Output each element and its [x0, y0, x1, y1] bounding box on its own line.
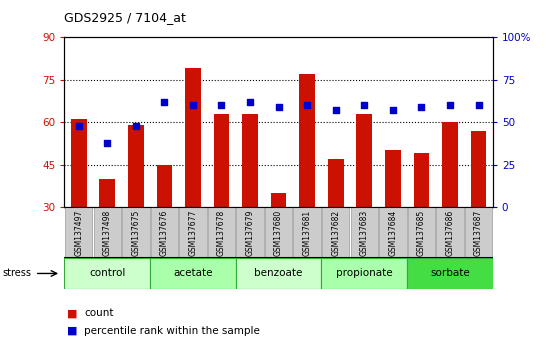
Bar [156, 165, 172, 292]
Text: GSM137497: GSM137497 [74, 210, 83, 256]
Point [302, 102, 311, 108]
Bar [356, 114, 372, 292]
Text: GDS2925 / 7104_at: GDS2925 / 7104_at [64, 11, 186, 24]
Bar [379, 207, 407, 258]
Point [331, 107, 340, 113]
Point [103, 140, 112, 145]
Bar [351, 207, 378, 258]
Point [217, 102, 226, 108]
Bar [465, 207, 492, 258]
Bar [128, 125, 144, 292]
Text: GSM137684: GSM137684 [388, 210, 398, 256]
Point [188, 102, 198, 108]
Text: GSM137685: GSM137685 [417, 210, 426, 256]
Bar [179, 207, 207, 258]
Bar [94, 207, 121, 258]
Bar [436, 207, 464, 258]
Bar [299, 74, 315, 292]
Point [360, 102, 368, 108]
Text: GSM137680: GSM137680 [274, 210, 283, 256]
Text: control: control [89, 268, 125, 279]
Bar [408, 207, 435, 258]
Point [446, 102, 455, 108]
Point [131, 123, 140, 129]
Text: GSM137683: GSM137683 [360, 210, 369, 256]
Bar [65, 207, 92, 258]
Text: sorbate: sorbate [430, 268, 470, 279]
Bar [270, 193, 287, 292]
Text: propionate: propionate [336, 268, 393, 279]
Text: GSM137686: GSM137686 [445, 210, 455, 256]
Bar [322, 207, 349, 258]
Bar [236, 258, 321, 289]
Text: count: count [84, 308, 114, 318]
Bar [208, 207, 235, 258]
Point [160, 99, 169, 104]
Bar [64, 258, 150, 289]
Bar [185, 68, 201, 292]
Point [274, 104, 283, 110]
Bar [385, 150, 401, 292]
Text: GSM137675: GSM137675 [131, 210, 141, 256]
Text: ■: ■ [67, 326, 78, 336]
Bar [236, 207, 264, 258]
Bar [470, 131, 487, 292]
Bar [151, 207, 178, 258]
Bar [71, 119, 87, 292]
Bar [293, 207, 321, 258]
Text: GSM137677: GSM137677 [188, 210, 198, 256]
Bar [265, 207, 292, 258]
Bar [150, 258, 236, 289]
Bar [321, 258, 407, 289]
Point [388, 107, 397, 113]
Text: GSM137682: GSM137682 [331, 210, 340, 256]
Bar [122, 207, 150, 258]
Bar [242, 114, 258, 292]
Text: GSM137676: GSM137676 [160, 210, 169, 256]
Point [417, 104, 426, 110]
Text: GSM137678: GSM137678 [217, 210, 226, 256]
Text: GSM137687: GSM137687 [474, 210, 483, 256]
Text: GSM137681: GSM137681 [302, 210, 312, 256]
Text: ■: ■ [67, 308, 78, 318]
Bar [407, 258, 493, 289]
Text: GSM137679: GSM137679 [245, 210, 255, 256]
Point [474, 102, 483, 108]
Text: benzoate: benzoate [254, 268, 303, 279]
Bar [442, 122, 458, 292]
Text: stress: stress [3, 268, 32, 279]
Point [74, 123, 83, 129]
Text: acetate: acetate [173, 268, 213, 279]
Text: GSM137498: GSM137498 [102, 210, 112, 256]
Bar [413, 153, 430, 292]
Point [245, 99, 254, 104]
Bar [213, 114, 230, 292]
Bar [99, 179, 115, 292]
Bar [328, 159, 344, 292]
Text: percentile rank within the sample: percentile rank within the sample [84, 326, 260, 336]
